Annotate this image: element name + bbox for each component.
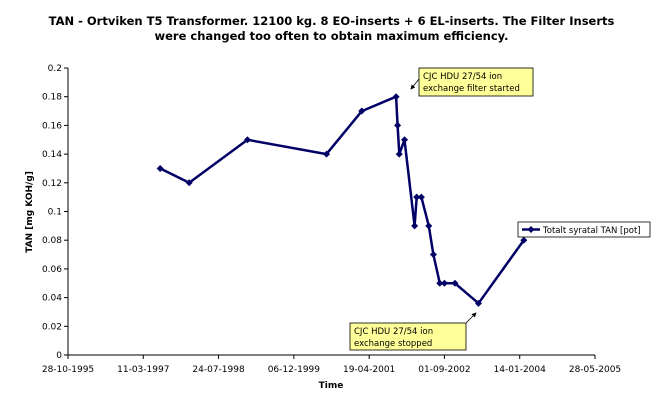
annotation-text-line1: CJC HDU 27/54 ion [423, 72, 502, 82]
x-tick-label: 19-04-2001 [343, 365, 395, 375]
data-point-marker [425, 222, 433, 230]
y-tick-label: 0.18 [42, 93, 62, 103]
legend: Totalt syratal TAN [pot] [517, 221, 651, 238]
y-tick-label: 0.2 [48, 64, 62, 74]
annotation-box [349, 322, 467, 351]
y-tick-label: 0.02 [42, 322, 62, 332]
data-point-marker [394, 121, 402, 129]
data-point-marker [243, 136, 251, 144]
data-point-marker [417, 193, 425, 201]
x-axis-label: Time [319, 381, 344, 391]
x-tick-label: 24-07-1998 [192, 365, 245, 375]
x-tick-label: 14-01-2004 [494, 365, 547, 375]
data-point-marker [323, 150, 331, 158]
chart-title-line1: TAN - Ortviken T5 Transformer. 12100 kg.… [48, 14, 615, 28]
x-tick-label: 28-10-1995 [42, 365, 94, 375]
y-tick-label: 0.12 [42, 179, 62, 189]
legend-series-name: Totalt syratal TAN [pot] [542, 226, 641, 236]
y-axis-label: TAN [mg KOH/g] [25, 171, 35, 253]
annotation-arrow [465, 312, 477, 324]
chart-title: TAN - Ortviken T5 Transformer. 12100 kg.… [0, 14, 663, 44]
x-tick-label: 06-12-1999 [268, 365, 321, 375]
annotation-text-line2: exchange stopped [354, 339, 432, 349]
y-tick-label: 0.04 [42, 294, 62, 304]
series-layer [156, 93, 528, 307]
x-tick-label: 11-03-1997 [117, 365, 169, 375]
data-point-marker [358, 107, 366, 115]
y-tick-label: 0.1 [48, 208, 62, 218]
y-tick-label: 0.14 [42, 150, 62, 160]
annotation-arrow [410, 78, 420, 90]
data-point-marker [185, 179, 193, 187]
annotation-box [418, 67, 534, 97]
data-point-marker [520, 236, 528, 244]
axes [67, 68, 595, 356]
data-point-marker [429, 251, 437, 259]
data-point-marker [411, 222, 419, 230]
data-point-marker [392, 93, 400, 101]
x-tick-label: 28-05-2005 [569, 365, 621, 375]
data-point-marker [401, 136, 409, 144]
x-ticks: 28-10-1995 11-03-1997 24-07-1998 06-12-1999… [42, 355, 621, 375]
y-ticks: 0 0.02 0.04 0.06 0.08 0.1 0.12 0.14 0.16 0.18 0.2 [42, 64, 68, 361]
y-tick-label: 0.08 [42, 236, 62, 246]
data-point-marker [413, 193, 421, 201]
annotation-exchange-stopped: CJC HDU 27/54 ion exchange stopped [349, 312, 477, 351]
annotation-filter-started: CJC HDU 27/54 ion exchange filter starte… [410, 67, 534, 97]
data-point-marker [440, 279, 448, 287]
data-point-marker [474, 299, 482, 307]
legend-box [517, 221, 651, 238]
annotation-text-line2: exchange filter started [423, 84, 520, 94]
x-tick-label: 01-09-2002 [418, 365, 470, 375]
chart-title-line2: were changed too often to obtain maximum… [154, 29, 509, 43]
data-point-marker [451, 279, 459, 287]
legend-marker-swatch [527, 226, 535, 233]
series-line [159, 95, 525, 305]
data-point-marker [436, 279, 444, 287]
y-tick-label: 0.06 [42, 265, 62, 275]
y-tick-label: 0 [56, 351, 62, 361]
annotation-text-line1: CJC HDU 27/54 ion [354, 327, 433, 337]
data-point-marker [395, 150, 403, 158]
data-point-marker [156, 164, 164, 172]
y-tick-label: 0.16 [42, 121, 62, 131]
